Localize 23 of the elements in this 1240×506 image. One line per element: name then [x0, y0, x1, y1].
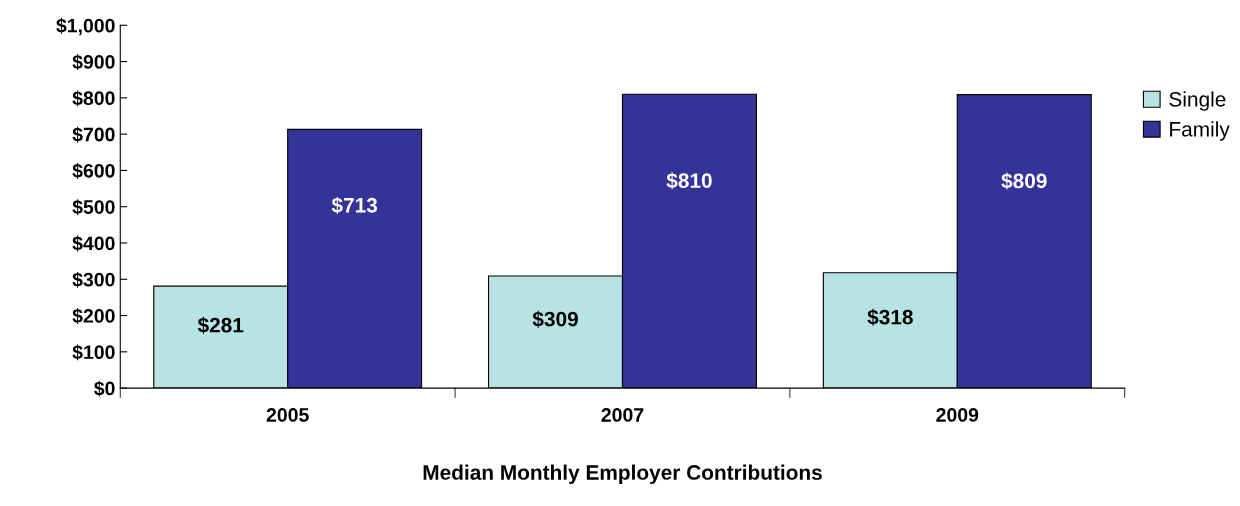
x-tick-label: 2009	[936, 408, 979, 422]
x-tick-label: 2005	[266, 408, 309, 422]
x-tick-label: 2007	[601, 408, 644, 422]
data-label: $810	[666, 172, 712, 190]
data-label: $809	[1001, 172, 1047, 190]
y-tick-label: $900	[72, 54, 115, 71]
y-tick-label: $0	[94, 380, 115, 397]
y-tick-label: $300	[72, 271, 115, 288]
legend-label: Single	[1169, 91, 1226, 111]
y-tick-label: $100	[72, 344, 115, 361]
x-axis-title: Median Monthly Employer Contributions	[423, 464, 822, 484]
legend-label: Family	[1170, 121, 1230, 141]
y-tick-label: $200	[72, 308, 115, 325]
y-tick-label: $800	[72, 90, 115, 107]
y-tick-label: $700	[72, 126, 115, 143]
y-tick-label: $600	[72, 163, 115, 179]
data-label: $713	[331, 196, 378, 214]
data-label: $318	[867, 308, 913, 326]
data-label: $309	[532, 310, 578, 328]
y-tick-label: $500	[72, 199, 115, 216]
y-tick-label: $400	[72, 235, 115, 252]
data-label: $281	[197, 316, 244, 334]
y-tick-label: $1,000	[56, 17, 115, 36]
